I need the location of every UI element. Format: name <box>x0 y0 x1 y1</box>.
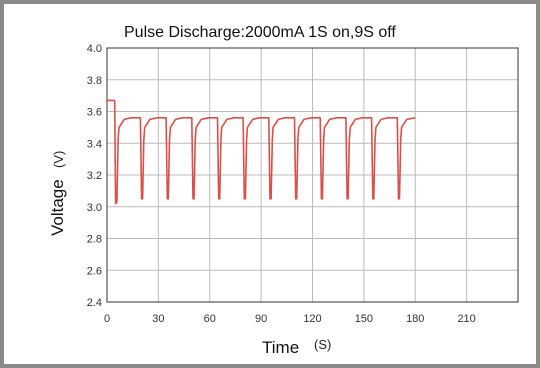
y-axis-unit: (V) <box>51 151 66 168</box>
x-tick-label: 90 <box>255 313 267 325</box>
x-tick-label: 60 <box>204 313 216 325</box>
y-tick-label: 2.6 <box>87 265 102 277</box>
y-tick-label: 3.4 <box>87 138 102 150</box>
x-tick-label: 180 <box>406 313 424 325</box>
y-tick-label: 3.6 <box>87 107 102 119</box>
series-layer <box>107 99 416 205</box>
plot-border <box>106 47 519 303</box>
x-axis-unit: (S) <box>314 337 331 352</box>
y-tick-labels: 4.0 3.8 3.6 3.4 3.2 3.0 2.8 2.6 2.4 <box>87 43 102 309</box>
y-tick-label: 2.4 <box>87 297 102 309</box>
x-tick-label: 120 <box>303 313 321 325</box>
x-tick-labels: 0 30 60 90 120 150 180 210 <box>104 313 476 325</box>
chart-title: Pulse Discharge:2000mA 1S on,9S off <box>124 24 396 41</box>
y-tick-label: 3.0 <box>87 202 102 214</box>
y-tick-label: 3.2 <box>87 170 102 182</box>
x-tick-label: 210 <box>457 313 475 325</box>
y-axis-label: Voltage <box>48 179 67 236</box>
series-line-voltage <box>107 99 416 205</box>
x-tick-label: 150 <box>355 313 373 325</box>
x-tick-label: 30 <box>152 313 164 325</box>
x-axis-label: Time <box>262 338 299 357</box>
y-tick-label: 2.8 <box>87 234 102 246</box>
x-tick-label: 0 <box>104 313 110 325</box>
y-tick-label: 4.0 <box>87 43 102 55</box>
y-tick-label: 3.8 <box>87 75 102 87</box>
